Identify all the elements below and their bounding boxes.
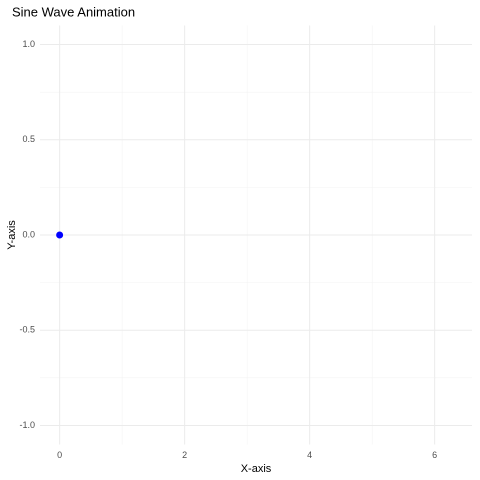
x-tick-label: 6 xyxy=(432,450,437,460)
y-tick-label: 1.0 xyxy=(22,39,35,49)
y-tick-label: 0.5 xyxy=(22,134,35,144)
point xyxy=(56,231,64,239)
y-tick-label: -0.5 xyxy=(19,325,35,335)
y-axis-label: Y-axis xyxy=(6,220,18,250)
x-tick-label: 4 xyxy=(307,450,312,460)
x-axis-label: X-axis xyxy=(241,463,272,475)
y-tick-label: 0.0 xyxy=(22,229,35,239)
x-tick-label: 0 xyxy=(57,450,62,460)
y-tick-label: -1.0 xyxy=(19,420,35,430)
x-tick-label: 2 xyxy=(182,450,187,460)
chart-title: Sine Wave Animation xyxy=(12,4,135,19)
